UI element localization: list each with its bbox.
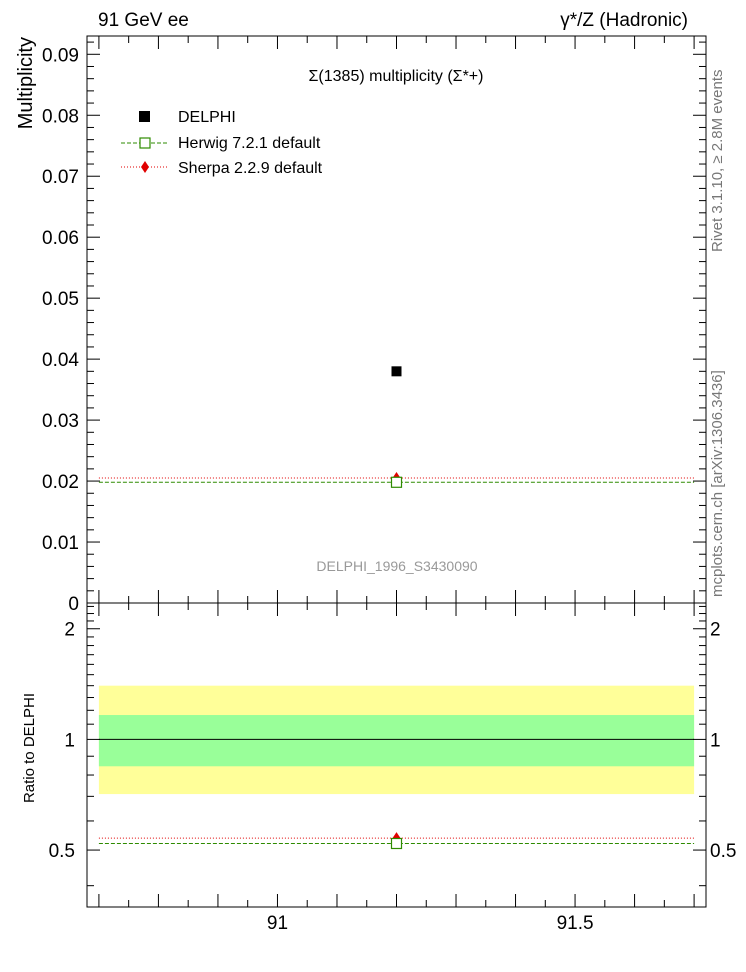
main-y-tick-label: 0.03 bbox=[42, 411, 79, 432]
main-y-tick-label: 0.01 bbox=[42, 533, 79, 554]
ratio-band-inner bbox=[98, 715, 695, 767]
ratio-ylabel: Ratio to DELPHI bbox=[21, 693, 38, 803]
main-x-ticks bbox=[98, 36, 695, 603]
main-y-tick-label: 0.02 bbox=[42, 472, 79, 493]
ratio-y-tick-label: 0.5 bbox=[49, 841, 75, 862]
ratio-points bbox=[390, 832, 403, 850]
ratio-y-ticks: 0.5 0.5 1 1 2 2 bbox=[49, 605, 736, 887]
x-tick-label: 91.5 bbox=[557, 913, 594, 934]
main-y-tick-label: 0.07 bbox=[42, 167, 79, 188]
x-tick-label: 91 bbox=[267, 913, 288, 934]
ratio-y-tick-label-right: 0.5 bbox=[710, 841, 736, 862]
legend-herwig-marker bbox=[139, 137, 151, 149]
ratio-y-tick-label-right: 1 bbox=[710, 730, 721, 751]
header-right-label: γ*/Z (Hadronic) bbox=[560, 10, 688, 31]
ratio-x-ticks: 91 91.5 bbox=[98, 603, 695, 934]
ratio-panel: 0.5 0.5 1 1 2 2 91 91.5 bbox=[49, 602, 736, 934]
main-y-tick-label: 0.05 bbox=[42, 289, 79, 310]
main-y-tick-label: 0.08 bbox=[42, 106, 79, 127]
header-left-label: 91 GeV ee bbox=[98, 10, 189, 31]
main-ylabel: Multiplicity bbox=[15, 37, 37, 129]
ratio-y-tick-label: 2 bbox=[64, 620, 75, 641]
legend-herwig-label: Herwig 7.2.1 default bbox=[178, 135, 321, 152]
ratio-herwig-point bbox=[390, 837, 403, 850]
legend-delphi-label: DELPHI bbox=[178, 109, 236, 126]
legend-delphi-marker bbox=[139, 111, 150, 122]
main-title: Σ(1385) multiplicity (Σ*+) bbox=[309, 68, 484, 85]
main-y-tick-label: 0 bbox=[68, 594, 79, 615]
main-points bbox=[390, 366, 403, 488]
mcplots-label: mcplots.cern.ch [arXiv:1306.3436] bbox=[709, 370, 726, 597]
legend-sherpa-label: Sherpa 2.2.9 default bbox=[178, 160, 323, 177]
ratio-y-tick-label-right: 2 bbox=[710, 620, 721, 641]
main-y-tick-label: 0.09 bbox=[42, 45, 79, 66]
main-y-ticks: 0 0.01 0.02 0.03 0.04 0.05 0.06 0.07 0.08 0.09 bbox=[42, 41, 706, 615]
analysis-id-label: DELPHI_1996_S3430090 bbox=[316, 558, 477, 574]
main-y-tick-label: 0.04 bbox=[42, 350, 79, 371]
legend-sherpa-marker bbox=[141, 161, 149, 173]
ratio-y-tick-label: 1 bbox=[64, 730, 75, 751]
legend: DELPHI Herwig 7.2.1 default Sherpa 2.2.9… bbox=[121, 109, 323, 177]
main-delphi-point bbox=[391, 366, 402, 377]
main-herwig-point bbox=[390, 476, 403, 488]
rivet-version-label: Rivet 3.1.10, ≥ 2.8M events bbox=[709, 70, 726, 253]
main-panel: 0 0.01 0.02 0.03 0.04 0.05 0.06 0.07 0.08 0.09 Σ(… bbox=[42, 35, 707, 615]
main-y-tick-label: 0.06 bbox=[42, 228, 79, 249]
